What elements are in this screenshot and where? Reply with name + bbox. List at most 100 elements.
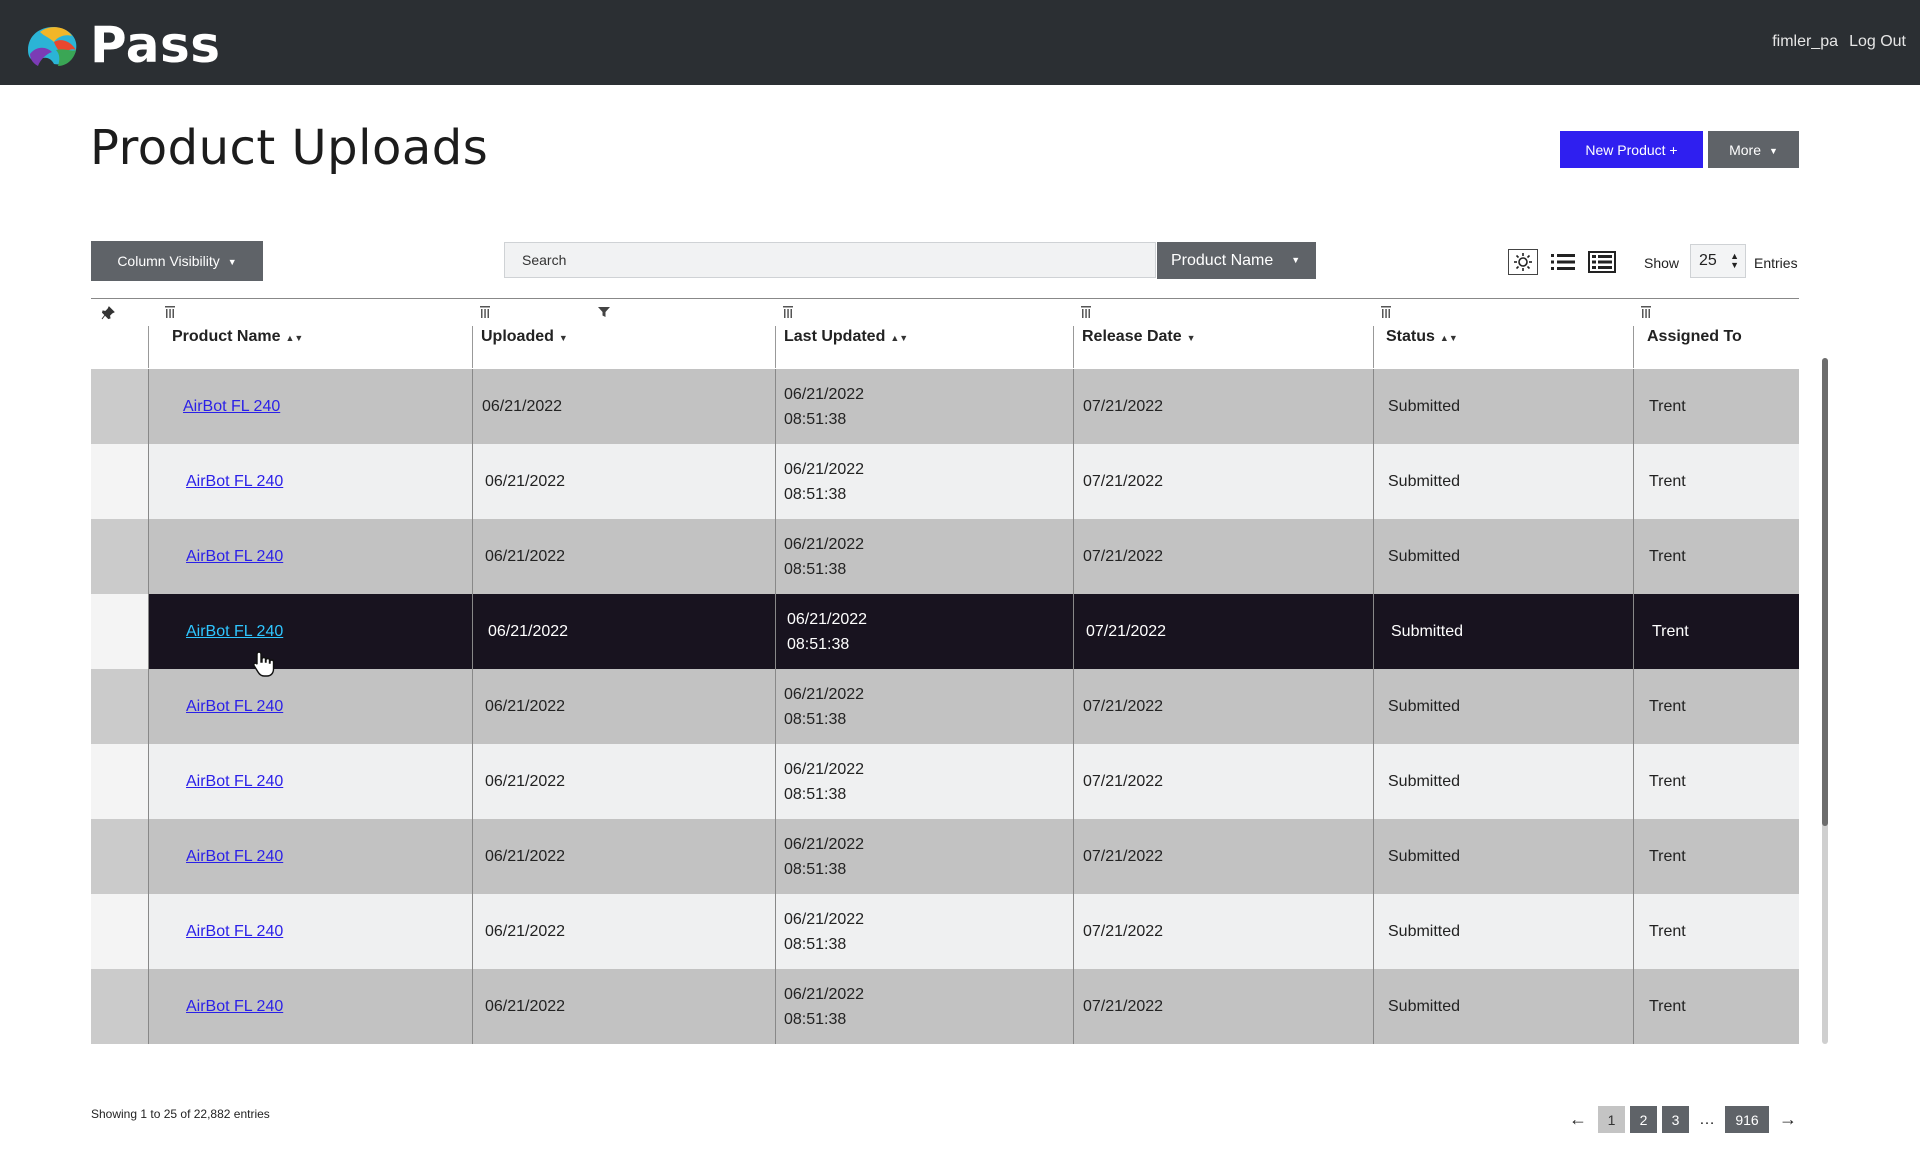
header-uploaded[interactable] <box>472 326 775 368</box>
search-field-label: Product Name <box>1171 251 1274 269</box>
table-row[interactable]: AirBot FL 240 06/21/2022 06/21/2022 08:51… <box>91 519 1799 594</box>
filter-icon[interactable] <box>597 306 611 318</box>
more-button[interactable]: More ▼ <box>1708 131 1799 168</box>
cell-uploaded: 06/21/2022 <box>472 744 775 819</box>
row-handle[interactable] <box>91 594 148 669</box>
cell-product-name: AirBot FL 240 <box>148 969 472 1044</box>
header-status[interactable] <box>1373 326 1633 368</box>
column-drag-icon[interactable] <box>782 306 794 318</box>
column-drag-icon[interactable] <box>164 306 176 318</box>
header-release-date-label: Release Date ▼ <box>1082 328 1196 345</box>
product-link[interactable]: AirBot FL 240 <box>186 772 284 790</box>
table-row-highlighted[interactable]: AirBot FL 240 06/21/2022 06/21/2022 08:51… <box>91 594 1799 669</box>
row-handle[interactable] <box>91 444 148 519</box>
caret-down-icon: ▼ <box>227 257 237 268</box>
search-input[interactable] <box>504 242 1156 278</box>
cell-assigned-to: Trent <box>1633 594 1799 669</box>
prev-page-arrow-icon[interactable]: ← <box>1569 1109 1587 1129</box>
table-row[interactable]: AirBot FL 240 06/21/2022 06/21/2022 08:51… <box>91 819 1799 894</box>
header-release-date[interactable] <box>1073 326 1373 368</box>
caret-down-icon: ▼ <box>1291 255 1301 266</box>
table-row[interactable]: AirBot FL 240 06/21/2022 06/21/2022 08:51… <box>91 669 1799 744</box>
table-row[interactable]: AirBot FL 240 06/21/2022 06/21/2022 08:51… <box>91 969 1799 1044</box>
product-link[interactable]: AirBot FL 240 <box>186 697 284 715</box>
entries-per-page-value: 25 <box>1699 252 1717 269</box>
cell-last-updated: 06/21/2022 08:51:38 <box>775 744 1073 819</box>
updated-date: 06/21/2022 <box>784 385 865 403</box>
updated-time: 08:51:38 <box>784 410 847 428</box>
cell-assigned-to: Trent <box>1633 669 1799 744</box>
next-page-arrow-icon[interactable]: → <box>1779 1109 1797 1129</box>
product-link[interactable]: AirBot FL 240 <box>186 547 284 565</box>
updated-time: 08:51:38 <box>784 710 847 728</box>
column-drag-icon[interactable] <box>479 306 491 318</box>
table-scrollbar-thumb[interactable] <box>1822 358 1828 826</box>
row-handle[interactable] <box>91 969 148 1044</box>
updated-date: 06/21/2022 <box>784 760 865 778</box>
search-field-select[interactable]: Product Name ▼ <box>1157 242 1316 279</box>
cell-assigned-to: Trent <box>1633 819 1799 894</box>
sort-icon[interactable]: ▲▼ <box>1439 333 1458 343</box>
cell-product-name: AirBot FL 240 <box>148 594 472 669</box>
cell-uploaded: 06/21/2022 <box>472 969 775 1044</box>
product-link[interactable]: AirBot FL 240 <box>186 472 284 490</box>
sort-icon[interactable]: ▼ <box>1186 333 1196 343</box>
sort-icon[interactable]: ▼ <box>558 333 568 343</box>
brand-name: Pass <box>90 16 221 74</box>
table-row[interactable]: AirBot FL 240 06/21/2022 06/21/2022 08:51… <box>91 894 1799 969</box>
product-link[interactable]: AirBot FL 240 <box>183 397 281 415</box>
theme-toggle-button[interactable] <box>1508 249 1538 275</box>
row-handle[interactable] <box>91 819 148 894</box>
page-1-button[interactable]: 1 <box>1598 1106 1625 1133</box>
updated-time: 08:51:38 <box>784 860 847 878</box>
entries-per-page-select[interactable]: 25 ▲ ▼ <box>1690 244 1746 278</box>
row-handle[interactable] <box>91 744 148 819</box>
header-product-name-label: Product Name ▲▼ <box>172 328 304 345</box>
row-handle[interactable] <box>91 894 148 969</box>
product-link[interactable]: AirBot FL 240 <box>186 847 284 865</box>
column-drag-icon[interactable] <box>1080 306 1092 318</box>
header-last-updated[interactable] <box>775 326 1073 368</box>
sun-icon <box>1514 253 1532 271</box>
product-link[interactable]: AirBot FL 240 <box>186 622 284 640</box>
pass-logo-icon[interactable] <box>20 20 84 70</box>
header-status-label: Status ▲▼ <box>1386 328 1458 345</box>
cell-uploaded: 06/21/2022 <box>472 894 775 969</box>
table-row[interactable]: AirBot FL 240 06/21/2022 06/21/2022 08:51… <box>91 369 1799 444</box>
column-drag-icon[interactable] <box>1380 306 1392 318</box>
column-drag-icon[interactable] <box>1640 306 1652 318</box>
table-row[interactable]: AirBot FL 240 06/21/2022 06/21/2022 08:51… <box>91 744 1799 819</box>
sort-icon[interactable]: ▲▼ <box>285 333 304 343</box>
table-view-button[interactable] <box>1587 249 1617 275</box>
row-handle[interactable] <box>91 519 148 594</box>
cell-uploaded: 06/21/2022 <box>472 519 775 594</box>
page-916-button[interactable]: 916 <box>1725 1106 1769 1133</box>
header-last-updated-label: Last Updated ▲▼ <box>784 328 909 345</box>
cell-status: Submitted <box>1373 519 1633 594</box>
header-assigned-to[interactable] <box>1633 326 1799 368</box>
logout-link[interactable]: Log Out <box>1849 33 1906 50</box>
updated-time: 08:51:38 <box>784 785 847 803</box>
table-header-border <box>91 298 1799 299</box>
header-product-name[interactable] <box>148 326 472 368</box>
column-visibility-button[interactable]: Column Visibility ▼ <box>91 241 263 281</box>
updated-time: 08:51:38 <box>784 485 847 503</box>
page-3-button[interactable]: 3 <box>1662 1106 1689 1133</box>
cell-release-date: 07/21/2022 <box>1073 969 1373 1044</box>
cell-product-name: AirBot FL 240 <box>148 369 472 444</box>
row-handle[interactable] <box>91 669 148 744</box>
sort-icon[interactable]: ▲▼ <box>890 333 909 343</box>
page-2-button[interactable]: 2 <box>1630 1106 1657 1133</box>
cell-release-date: 07/21/2022 <box>1073 819 1373 894</box>
table-row[interactable]: AirBot FL 240 06/21/2022 06/21/2022 08:51… <box>91 444 1799 519</box>
list-view-button[interactable] <box>1548 249 1578 275</box>
row-handle[interactable] <box>91 369 148 444</box>
updated-date: 06/21/2022 <box>784 835 865 853</box>
pin-icon[interactable] <box>101 306 115 320</box>
product-link[interactable]: AirBot FL 240 <box>186 997 284 1015</box>
cell-uploaded: 06/21/2022 <box>472 444 775 519</box>
caret-down-icon: ▼ <box>1768 145 1778 156</box>
new-product-button[interactable]: New Product + <box>1560 131 1703 168</box>
product-link[interactable]: AirBot FL 240 <box>186 922 284 940</box>
cell-release-date: 07/21/2022 <box>1073 744 1373 819</box>
